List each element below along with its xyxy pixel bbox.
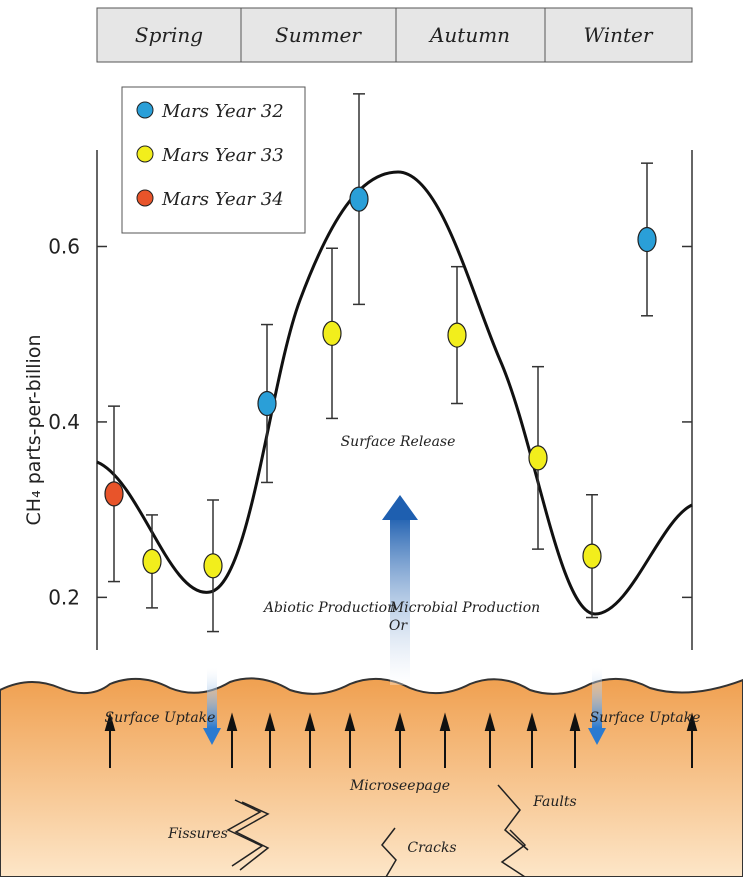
ground <box>0 677 743 878</box>
annotation: Faults <box>532 794 576 810</box>
crack <box>381 827 397 878</box>
seep-head <box>686 712 698 731</box>
fissure <box>226 799 264 867</box>
data-point <box>582 543 602 569</box>
uptake-shaft <box>207 668 217 728</box>
legend-label: Mars Year 32 <box>161 101 284 122</box>
seep-head <box>304 712 316 731</box>
data-point <box>142 548 162 575</box>
release-shaft <box>390 515 410 685</box>
season: Autumn <box>428 23 510 47</box>
fissure <box>234 801 270 871</box>
y-tick-label: 0.2 <box>48 585 80 609</box>
legend-swatch <box>136 101 154 119</box>
y-tick-label: 0.6 <box>48 234 80 258</box>
data-point <box>104 481 124 507</box>
data-point <box>322 320 342 346</box>
data-point <box>349 186 369 212</box>
annotation: Surface Uptake <box>590 710 701 726</box>
legend-label: Mars Year 33 <box>161 145 284 166</box>
fit-curve <box>96 170 693 616</box>
legend-swatch <box>136 145 154 163</box>
season-bar <box>96 7 693 63</box>
seep-head <box>104 712 116 731</box>
seep-head <box>569 712 581 731</box>
release-head <box>382 495 418 520</box>
annotation: Or <box>389 618 408 634</box>
annotation: Microseepage <box>349 778 450 794</box>
data-point <box>447 322 467 348</box>
legend-label: Mars Year 34 <box>161 189 284 210</box>
y-tick-label: 0.4 <box>48 410 80 434</box>
data-point <box>257 390 277 417</box>
seep-head <box>439 712 451 731</box>
data-point <box>203 553 223 579</box>
annotation: Fissures <box>167 826 228 842</box>
seep-head <box>264 712 276 731</box>
fault <box>497 784 529 851</box>
seep-arrows <box>104 712 698 768</box>
uptake-head <box>588 728 606 745</box>
seep-head <box>344 712 356 731</box>
uptake-head <box>203 728 221 745</box>
data-point <box>637 226 657 253</box>
seep-head <box>484 712 496 731</box>
data-point <box>528 445 548 471</box>
uptake-shaft <box>592 668 602 728</box>
annotation: Abiotic Production <box>262 600 396 616</box>
y-axis-label: CH₄ parts-per-billion <box>23 335 45 526</box>
seep-head <box>226 712 238 731</box>
annotation: Cracks <box>407 840 456 856</box>
season: Summer <box>275 23 362 47</box>
season: Spring <box>135 23 203 47</box>
seep-head <box>526 712 538 731</box>
seep-head <box>394 712 406 731</box>
season: Winter <box>584 23 654 47</box>
annotation: Surface Uptake <box>105 710 216 726</box>
annotation: Surface Release <box>341 434 456 450</box>
fault <box>500 829 527 878</box>
legend-swatch <box>136 189 154 207</box>
annotation: Microbial Production <box>389 600 540 616</box>
